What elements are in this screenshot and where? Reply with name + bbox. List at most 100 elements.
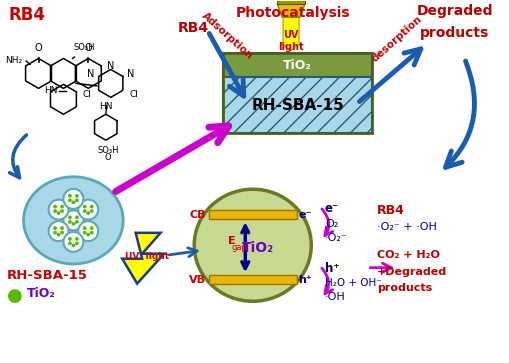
Text: ·OH: ·OH: [324, 291, 345, 302]
Circle shape: [82, 231, 87, 234]
Text: RB4: RB4: [177, 21, 208, 35]
Bar: [209, 275, 296, 284]
Text: N: N: [87, 69, 95, 79]
Circle shape: [63, 189, 83, 209]
Bar: [276, 0, 304, 4]
Polygon shape: [122, 233, 164, 284]
Ellipse shape: [23, 177, 123, 264]
FancyArrowPatch shape: [321, 268, 332, 294]
Text: h⁺: h⁺: [324, 262, 339, 275]
Text: HN: HN: [44, 86, 58, 95]
Ellipse shape: [194, 189, 310, 301]
Circle shape: [71, 222, 75, 226]
Circle shape: [60, 226, 64, 230]
Circle shape: [53, 226, 57, 230]
Circle shape: [90, 231, 94, 234]
Circle shape: [48, 221, 68, 241]
FancyArrowPatch shape: [209, 33, 243, 96]
Circle shape: [86, 211, 90, 215]
Text: Photocatalysis: Photocatalysis: [235, 6, 349, 20]
Text: O: O: [84, 44, 92, 53]
Circle shape: [63, 232, 83, 252]
Circle shape: [75, 194, 78, 198]
Text: h⁺: h⁺: [298, 275, 312, 285]
Circle shape: [75, 241, 78, 245]
Circle shape: [78, 200, 98, 220]
Text: ·O₂⁻: ·O₂⁻: [324, 233, 347, 243]
Circle shape: [68, 216, 72, 219]
Circle shape: [60, 209, 64, 213]
Text: CO₂ + H₂O: CO₂ + H₂O: [377, 250, 439, 260]
Bar: [222, 53, 372, 77]
Text: N: N: [107, 61, 114, 71]
Text: UV
light: UV light: [278, 30, 303, 52]
Text: SO₃H: SO₃H: [97, 146, 119, 155]
Circle shape: [53, 205, 57, 208]
Circle shape: [78, 221, 98, 241]
Circle shape: [60, 205, 64, 208]
Text: e⁻: e⁻: [324, 203, 338, 215]
Text: TiO₂: TiO₂: [282, 59, 312, 72]
Text: RB4: RB4: [9, 6, 45, 24]
Text: TiO₂: TiO₂: [27, 287, 55, 299]
Text: Adsorption: Adsorption: [200, 11, 254, 61]
Circle shape: [60, 231, 64, 234]
Text: e⁻: e⁻: [298, 210, 312, 220]
Text: ·O₂⁻ + ·OH: ·O₂⁻ + ·OH: [377, 222, 436, 232]
Text: VB: VB: [189, 275, 206, 285]
Circle shape: [63, 211, 83, 230]
Circle shape: [71, 200, 75, 204]
Text: HN: HN: [99, 102, 112, 111]
FancyArrowPatch shape: [359, 49, 420, 102]
Circle shape: [56, 233, 61, 236]
FancyArrowPatch shape: [241, 226, 248, 269]
Text: Cl: Cl: [83, 90, 92, 99]
Text: desorption: desorption: [370, 13, 423, 64]
Text: gap: gap: [231, 243, 247, 252]
Text: products: products: [419, 26, 488, 40]
Text: SO₃H: SO₃H: [73, 44, 95, 53]
Bar: [209, 211, 296, 219]
Circle shape: [56, 211, 61, 215]
FancyArrowPatch shape: [321, 209, 332, 236]
Circle shape: [68, 194, 72, 198]
Circle shape: [82, 226, 87, 230]
Text: RH-SBA-15: RH-SBA-15: [251, 98, 343, 113]
Circle shape: [86, 233, 90, 236]
Circle shape: [75, 220, 78, 224]
Circle shape: [75, 216, 78, 219]
FancyArrowPatch shape: [10, 135, 26, 178]
Text: H₂O + OH⁻: H₂O + OH⁻: [324, 278, 381, 287]
Circle shape: [68, 241, 72, 245]
Circle shape: [90, 205, 94, 208]
Circle shape: [53, 231, 57, 234]
FancyArrowPatch shape: [370, 263, 390, 272]
FancyArrow shape: [280, 17, 301, 50]
Circle shape: [90, 226, 94, 230]
Text: RB4: RB4: [377, 204, 404, 217]
Text: Cl: Cl: [129, 90, 138, 99]
Circle shape: [68, 237, 72, 241]
Circle shape: [75, 237, 78, 241]
Bar: [222, 77, 372, 133]
Polygon shape: [276, 4, 304, 17]
Circle shape: [53, 209, 57, 213]
Text: E: E: [228, 236, 235, 246]
Circle shape: [48, 200, 68, 220]
Text: Degraded: Degraded: [415, 4, 492, 18]
Text: NH₂: NH₂: [6, 57, 22, 65]
Circle shape: [68, 199, 72, 202]
Bar: [222, 53, 372, 133]
FancyArrowPatch shape: [169, 248, 196, 257]
Text: O: O: [105, 153, 111, 162]
Text: +Degraded: +Degraded: [377, 267, 446, 277]
Text: RH-SBA-15: RH-SBA-15: [7, 269, 88, 282]
Text: TiO₂: TiO₂: [241, 241, 273, 255]
Circle shape: [68, 220, 72, 224]
Text: O: O: [35, 44, 42, 53]
Text: ●: ●: [7, 287, 23, 305]
Circle shape: [82, 209, 87, 213]
Text: products: products: [377, 282, 432, 293]
Text: UV  light: UV light: [125, 252, 169, 261]
Circle shape: [90, 209, 94, 213]
